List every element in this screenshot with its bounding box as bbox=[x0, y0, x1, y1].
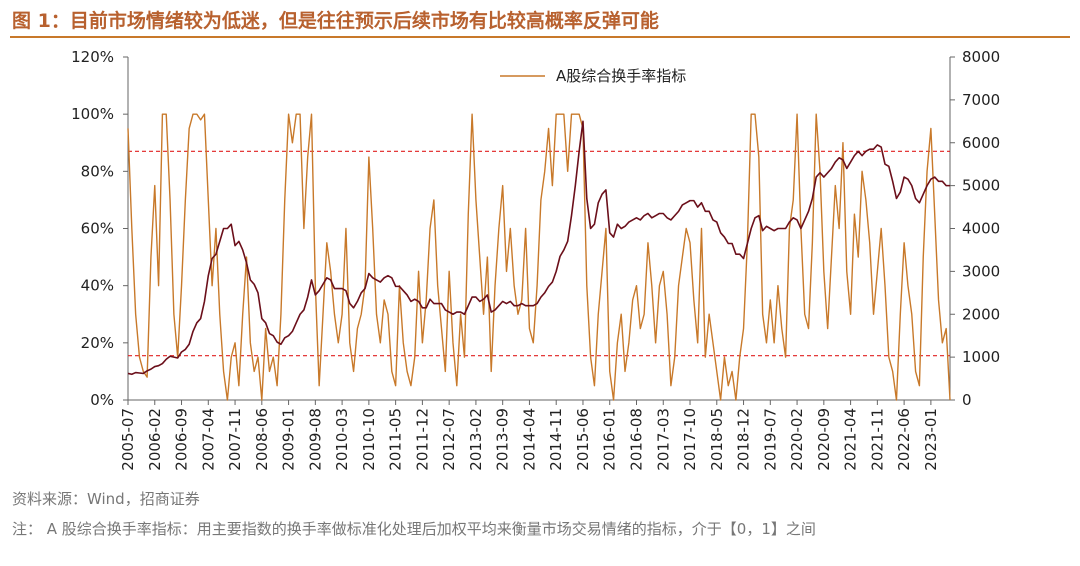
x-tick-label: 2017-10 bbox=[681, 408, 699, 471]
x-tick-label: 2012-07 bbox=[440, 408, 458, 471]
footnote: 注： A 股综合换手率指标：用主要指数的换手率做标准化处理后加权平均来衡量市场交… bbox=[12, 520, 816, 538]
y-tick-label: 100% bbox=[71, 105, 114, 123]
series-line bbox=[127, 113, 951, 401]
chart: 0% 20% 40% 60% 80% 100% 120% 0 1000 2000 3000 4000 5… bbox=[71, 48, 1000, 471]
x-tick-label: 2018-12 bbox=[735, 408, 753, 471]
x-tick-label: 2006-02 bbox=[146, 408, 164, 471]
x-tick-label: 2005-07 bbox=[119, 408, 137, 471]
x-tick-label: 2017-03 bbox=[654, 408, 672, 471]
y2-tick-label: 8000 bbox=[962, 48, 1000, 66]
x-tick-label: 2009-01 bbox=[280, 408, 298, 471]
y-tick-label: 40% bbox=[81, 277, 114, 295]
y2-tick-label: 7000 bbox=[962, 91, 1000, 109]
y-tick-label: 0% bbox=[90, 391, 114, 409]
x-tick-label: 2021-04 bbox=[842, 408, 860, 471]
y2-tick-label: 0 bbox=[962, 391, 972, 409]
x-tick-label: 2021-11 bbox=[868, 408, 886, 471]
y2-tick-label: 1000 bbox=[962, 348, 1000, 366]
title: 图 1：目前市场情绪较为低迷，但是往往预示后续市场有比较高概率反弹可能 bbox=[12, 10, 659, 32]
x-tick-label: 2006-09 bbox=[173, 408, 191, 471]
y-tick-label: 60% bbox=[81, 220, 114, 238]
x-tick-label: 2008-06 bbox=[253, 408, 271, 471]
x-tick-label: 2014-04 bbox=[520, 408, 538, 471]
x-tick-label: 2007-04 bbox=[199, 408, 217, 471]
x-tick-label: 2013-02 bbox=[467, 408, 485, 471]
y-tick-label: 120% bbox=[71, 48, 114, 66]
x-tick-label: 2022-06 bbox=[895, 408, 913, 471]
x-tick-label: 2010-03 bbox=[333, 408, 351, 471]
x-tick-label: 2013-09 bbox=[494, 408, 512, 471]
x-tick-label: 2023-01 bbox=[922, 408, 940, 471]
x-tick-label: 2010-10 bbox=[360, 408, 378, 471]
y2-tick-label: 4000 bbox=[962, 220, 1000, 238]
x-tick-label: 2018-05 bbox=[708, 408, 726, 471]
y2-tick-label: 5000 bbox=[962, 177, 1000, 195]
x-tick-label: 2020-09 bbox=[815, 408, 833, 471]
x-tick-label: 2007-11 bbox=[226, 408, 244, 471]
y-tick-label: 80% bbox=[81, 162, 114, 180]
title-rule bbox=[10, 36, 1070, 38]
y2-tick-label: 2000 bbox=[962, 305, 1000, 323]
series-line bbox=[127, 120, 950, 376]
x-tick-label: 2009-08 bbox=[306, 408, 324, 471]
x-tick-label: 2011-05 bbox=[387, 408, 405, 471]
x-tick-label: 2011-12 bbox=[413, 408, 431, 471]
y-tick-label: 20% bbox=[81, 334, 114, 352]
x-tick-label: 2020-02 bbox=[788, 408, 806, 471]
x-tick-label: 2016-08 bbox=[627, 408, 645, 471]
legend-label: A股综合换手率指标 bbox=[556, 67, 686, 85]
y2-tick-label: 6000 bbox=[962, 134, 1000, 152]
source: 资料来源：Wind，招商证券 bbox=[12, 490, 200, 508]
y2-tick-label: 3000 bbox=[962, 262, 1000, 280]
x-tick-label: 2015-06 bbox=[574, 408, 592, 471]
x-tick-label: 2014-11 bbox=[547, 408, 565, 471]
x-tick-label: 2016-01 bbox=[601, 408, 619, 471]
x-tick-label: 2019-07 bbox=[761, 408, 779, 471]
